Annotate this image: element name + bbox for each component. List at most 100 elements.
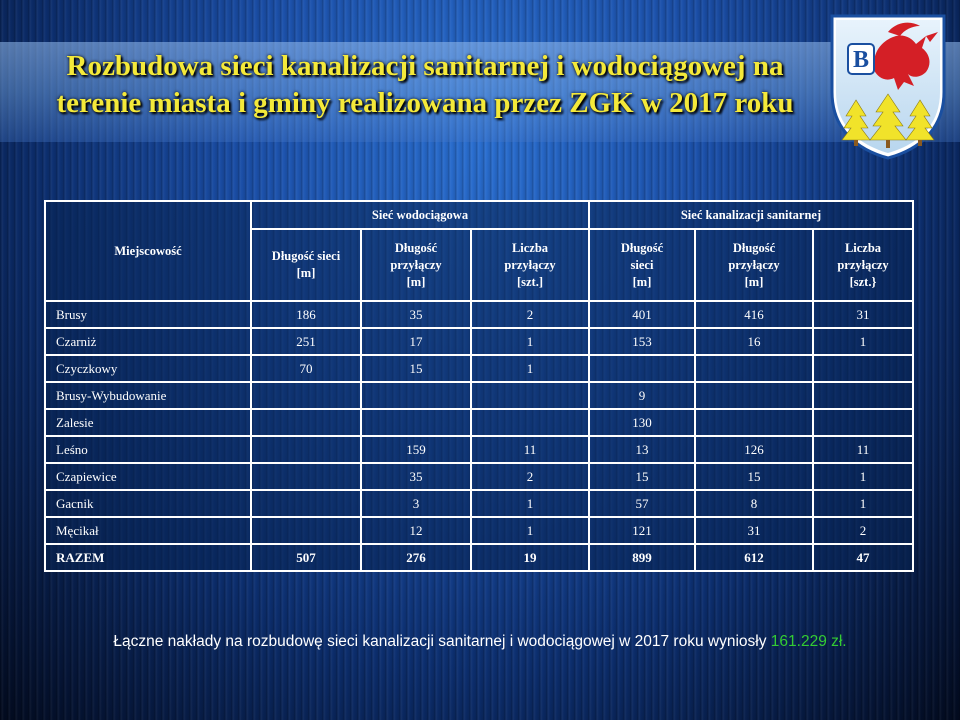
location-cell: Gacnik xyxy=(44,489,252,518)
header-line: przyłączy xyxy=(728,257,780,272)
location-cell: Brusy-Wybudowanie xyxy=(44,381,252,410)
value-cell: 15 xyxy=(694,462,814,491)
value-cell: 9 xyxy=(588,381,696,410)
value-cell: 126 xyxy=(694,435,814,464)
value-cell: 1 xyxy=(812,327,914,356)
location-cell: Męcikał xyxy=(44,516,252,545)
value-cell: 35 xyxy=(360,462,472,491)
footer-amount: 161.229 zł. xyxy=(770,633,847,650)
svg-text:B: B xyxy=(853,47,869,73)
table-row: Zalesie 130 xyxy=(44,408,914,437)
value-cell: 11 xyxy=(812,435,914,464)
value-cell xyxy=(694,381,814,410)
sewage-network-header: Sieć kanalizacji sanitarnej xyxy=(588,200,914,230)
investment-table: Miejscowość Sieć wodociągowa Sieć kanali… xyxy=(44,200,914,572)
header-line: [m] xyxy=(744,274,764,289)
value-cell: 1 xyxy=(812,462,914,491)
value-cell xyxy=(250,489,362,518)
value-cell xyxy=(694,408,814,437)
header-line: Długość xyxy=(732,240,776,255)
table-row: Męcikał 12 1 121 31 2 xyxy=(44,516,914,545)
total-cell: 47 xyxy=(812,543,914,572)
header-line: sieci xyxy=(630,257,654,272)
value-cell: 11 xyxy=(470,435,590,464)
value-cell: 35 xyxy=(360,300,472,329)
value-cell: 31 xyxy=(812,300,914,329)
value-cell xyxy=(360,408,472,437)
value-cell: 12 xyxy=(360,516,472,545)
header-line: [szt.] xyxy=(516,274,544,289)
page-title: Rozbudowa sieci kanalizacji sanitarnej i… xyxy=(0,48,850,122)
value-cell: 1 xyxy=(470,354,590,383)
value-cell: 159 xyxy=(360,435,472,464)
value-cell xyxy=(250,408,362,437)
total-cell: 899 xyxy=(588,543,696,572)
table-row: Czarniż 251 17 1 153 16 1 xyxy=(44,327,914,356)
table-row: Brusy-Wybudowanie 9 xyxy=(44,381,914,410)
table-row: Czapiewice 35 2 15 15 1 xyxy=(44,462,914,491)
value-cell xyxy=(588,354,696,383)
total-label: RAZEM xyxy=(44,543,252,572)
footer-text: Łączne nakłady na rozbudowę sieci kanali… xyxy=(113,633,767,650)
value-cell: 1 xyxy=(470,489,590,518)
header-line: Długość xyxy=(394,240,438,255)
value-cell: 251 xyxy=(250,327,362,356)
value-cell: 130 xyxy=(588,408,696,437)
header-line: [szt.} xyxy=(849,274,877,289)
value-cell xyxy=(360,381,472,410)
value-cell xyxy=(694,354,814,383)
value-cell: 186 xyxy=(250,300,362,329)
value-cell: 121 xyxy=(588,516,696,545)
value-cell: 15 xyxy=(360,354,472,383)
table-row: Gacnik 3 1 57 8 1 xyxy=(44,489,914,518)
header-line: [m] xyxy=(632,274,652,289)
table-row: Brusy 186 35 2 401 416 31 xyxy=(44,300,914,329)
sewage-connection-count-header: Liczba przyłączy [szt.} xyxy=(812,228,914,302)
value-cell xyxy=(812,381,914,410)
value-cell xyxy=(250,516,362,545)
value-cell xyxy=(470,381,590,410)
water-network-header: Sieć wodociągowa xyxy=(250,200,590,230)
title-line-1: Rozbudowa sieci kanalizacji sanitarnej i… xyxy=(66,50,784,82)
value-cell: 70 xyxy=(250,354,362,383)
total-cell: 19 xyxy=(470,543,590,572)
value-cell: 1 xyxy=(470,327,590,356)
value-cell xyxy=(812,354,914,383)
value-cell: 416 xyxy=(694,300,814,329)
value-cell: 57 xyxy=(588,489,696,518)
title-banner xyxy=(0,42,960,142)
value-cell xyxy=(250,381,362,410)
value-cell: 8 xyxy=(694,489,814,518)
value-cell: 2 xyxy=(470,300,590,329)
value-cell xyxy=(470,408,590,437)
location-cell: Czyczkowy xyxy=(44,354,252,383)
total-row: RAZEM 507 276 19 899 612 47 xyxy=(44,543,914,572)
location-cell: Czapiewice xyxy=(44,462,252,491)
sewage-length-header: Długość sieci [m] xyxy=(588,228,696,302)
table-row: Czyczkowy 70 15 1 xyxy=(44,354,914,383)
sewage-connection-length-header: Długość przyłączy [m] xyxy=(694,228,814,302)
header-line: Długość xyxy=(620,240,664,255)
header-line: Liczba xyxy=(511,240,549,255)
location-cell: Brusy xyxy=(44,300,252,329)
value-cell: 2 xyxy=(470,462,590,491)
title-line-2: terenie miasta i gminy realizowana przez… xyxy=(56,87,794,119)
value-cell: 1 xyxy=(812,489,914,518)
value-cell: 1 xyxy=(470,516,590,545)
value-cell: 13 xyxy=(588,435,696,464)
value-cell: 153 xyxy=(588,327,696,356)
footer-note: Łączne nakłady na rozbudowę sieci kanali… xyxy=(0,633,960,651)
value-cell: 401 xyxy=(588,300,696,329)
value-cell: 2 xyxy=(812,516,914,545)
water-connection-length-header: Długość przyłączy [m] xyxy=(360,228,472,302)
value-cell xyxy=(250,462,362,491)
header-line: Długość sieci xyxy=(271,249,341,263)
value-cell xyxy=(812,408,914,437)
location-cell: Leśno xyxy=(44,435,252,464)
header-line: [m] xyxy=(296,266,316,280)
location-cell: Zalesie xyxy=(44,408,252,437)
value-cell: 3 xyxy=(360,489,472,518)
header-line: [m] xyxy=(406,274,426,289)
location-header: Miejscowość xyxy=(44,200,252,302)
table-row: Leśno 159 11 13 126 11 xyxy=(44,435,914,464)
